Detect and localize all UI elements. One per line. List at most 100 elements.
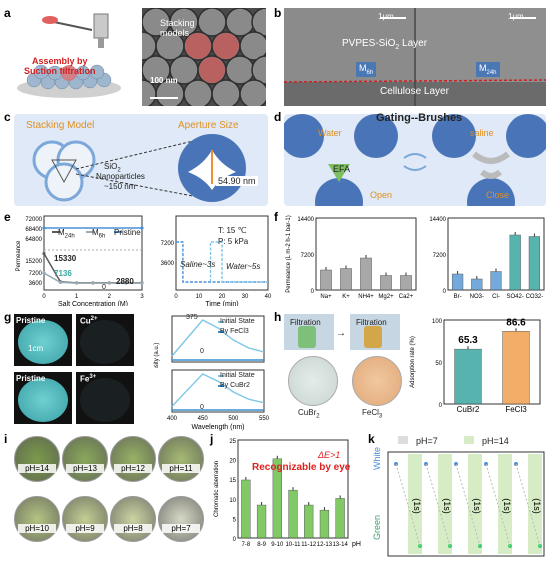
panel-label-b: b [274,6,282,20]
k-interval-label: (1s) [502,498,512,514]
f-right-ytick: 0 [443,289,447,295]
f-right-xtick: SO42- [507,294,524,300]
e-legend-m6h: M6h [92,228,106,240]
f-left-ytick: 7200 [301,253,315,259]
g-bottom-series-Initial State [171,373,265,407]
h-bar-ytick: 50 [435,361,442,367]
j-bar-xtick: 9-10 [271,542,284,548]
panel-label-d: d [274,110,282,124]
h-bar-ylabel: Adsorption rate (%) [410,336,416,388]
g-top-series-Initial State [171,319,265,357]
k-ph14-band [528,454,542,554]
ph-photo-label: pH=13 [66,464,104,473]
panel-label-g: g [4,310,12,324]
k-interval-label: (1s) [532,498,542,514]
gating-brushes-title: Gating--Brushes [376,112,463,124]
e-left-xtick: 3 [140,294,144,300]
e-left-ytick: 68400 [25,227,42,233]
j-bar-bar [272,458,282,539]
e-left-xtick: 0 [42,294,46,300]
scale-right: 1μm [508,12,524,21]
f-right-bar [528,236,541,291]
h-bar-bar [502,331,530,405]
h-bar-xtick: FeCl3 [505,405,527,414]
stacking-model-title: Stacking Model [26,120,95,131]
e-saline-label: Saline~3s [180,260,216,269]
h-bar-frame [443,319,541,405]
nanoparticle-size-label: ~150 nm [104,182,136,191]
j-bar-ylabel: Chromatic aberration [214,461,220,517]
panel-label-c: c [4,110,11,124]
panel-label-a: a [4,6,11,20]
k-interval-label: (1s) [472,498,482,514]
k-white-label: White [372,446,382,470]
e-left-xtick: 1 [75,294,79,300]
pl-photo-pristine-2 [14,372,72,424]
h-bar-ytick: 0 [439,403,443,409]
ph-photo-label: pH=14 [18,464,56,473]
f-left-bar [380,275,392,291]
chart-g-top: PL Intensity (a.u.) [154,315,265,368]
e-left-ytick: 3600 [29,281,43,287]
ph-photo-6 [110,496,156,542]
cellulose-layer-label: Cellulose Layer [380,86,449,97]
panel-label-f: f [274,210,278,224]
j-recognizable-label: Recognizable by eye [252,462,351,473]
j-bar-xtick: 7-8 [242,542,251,548]
ph-photo-2 [110,436,156,482]
e-pressure-label: P: 5 kPa [218,237,249,246]
e-left-point [75,281,79,285]
e-left-ytick: 7200 [29,271,43,277]
chart-k-switching: (1s) (1s) (1s) (1s) (1s) [387,436,545,557]
ph-photo-5 [62,496,108,542]
k-ph14-band [468,454,482,554]
sio2-label: SiO2 [104,162,121,174]
g-fe-label: Fe3+ [80,374,97,384]
f-left-ytick: 0 [311,289,315,295]
f-right-bar [509,234,521,291]
nanoparticles-label: Nanoparticles [96,172,145,181]
e-left-xlabel: Salt Concentration (M) [58,301,128,306]
assembly-text: Assembly by Suction filtration [24,56,96,76]
j-bar-ytick: 10 [229,498,236,504]
e-left-point [107,281,111,285]
f-right-ytick: 7200 [433,253,447,259]
e-left-point [140,281,144,285]
g-legend-top-2: By FeCl3 [220,328,249,335]
ph-photo-0 [14,436,60,482]
h-bar-value-label: 86.6 [506,317,526,328]
h-bar-value-label: 65.3 [458,335,478,346]
e-left-point [42,226,46,230]
e-right-xtick: 0 [174,294,178,300]
ph-photo-label: pH=9 [66,524,104,533]
f-left-xtick: Mg2+ [378,294,394,300]
k-legend-ph7: pH=7 [416,436,438,446]
cubr2-label: CuBr2 [298,408,320,420]
filtration-photo-cubr2 [284,314,334,350]
filtration-photo-fecl3 [350,314,400,350]
e-legend-m24h: M24h [58,228,75,240]
e-left-point [42,251,46,256]
chart-f-right: 0 7200 14400 Br- NO3- Cl- SO42- CO32- [429,217,545,300]
f-right-xtick: Br- [454,294,462,300]
sem-scale-bar: 100 nm [150,76,178,85]
ph-photo-grid: pH=14 pH=13 pH=12 pH=11 pH=10 pH=9 pH=8 pH=7 [14,436,204,554]
f-right-bar [471,278,483,291]
j-bar-bar [304,504,314,539]
k-interval-label: (1s) [442,498,452,514]
j-bar-xlabel: pH [352,541,361,548]
pl-photo-cu [76,314,134,366]
g-zero-top: 0 [200,348,204,355]
g-legend-bottom-1: Initial State [220,372,255,379]
f-left-bar [340,268,352,291]
g-bottom-xtick: 450 [198,416,209,422]
ph-photo-label: pH=12 [114,464,152,473]
e-right-xlabel: Time (min) [205,301,238,306]
j-bar-bar [319,509,330,539]
chart-e-left: 3600 7200 15200 64800 68400 72000 0 1 2 3 Salt Con… [16,215,144,306]
e-right-series-Water~5s [209,241,268,283]
filtration-label-1: Filtration [290,318,321,327]
pvpes-layer-label: PVPES-SiO2 Layer [342,38,428,51]
j-bar-bar [241,479,251,539]
arrow-icon-1: → [336,328,346,339]
